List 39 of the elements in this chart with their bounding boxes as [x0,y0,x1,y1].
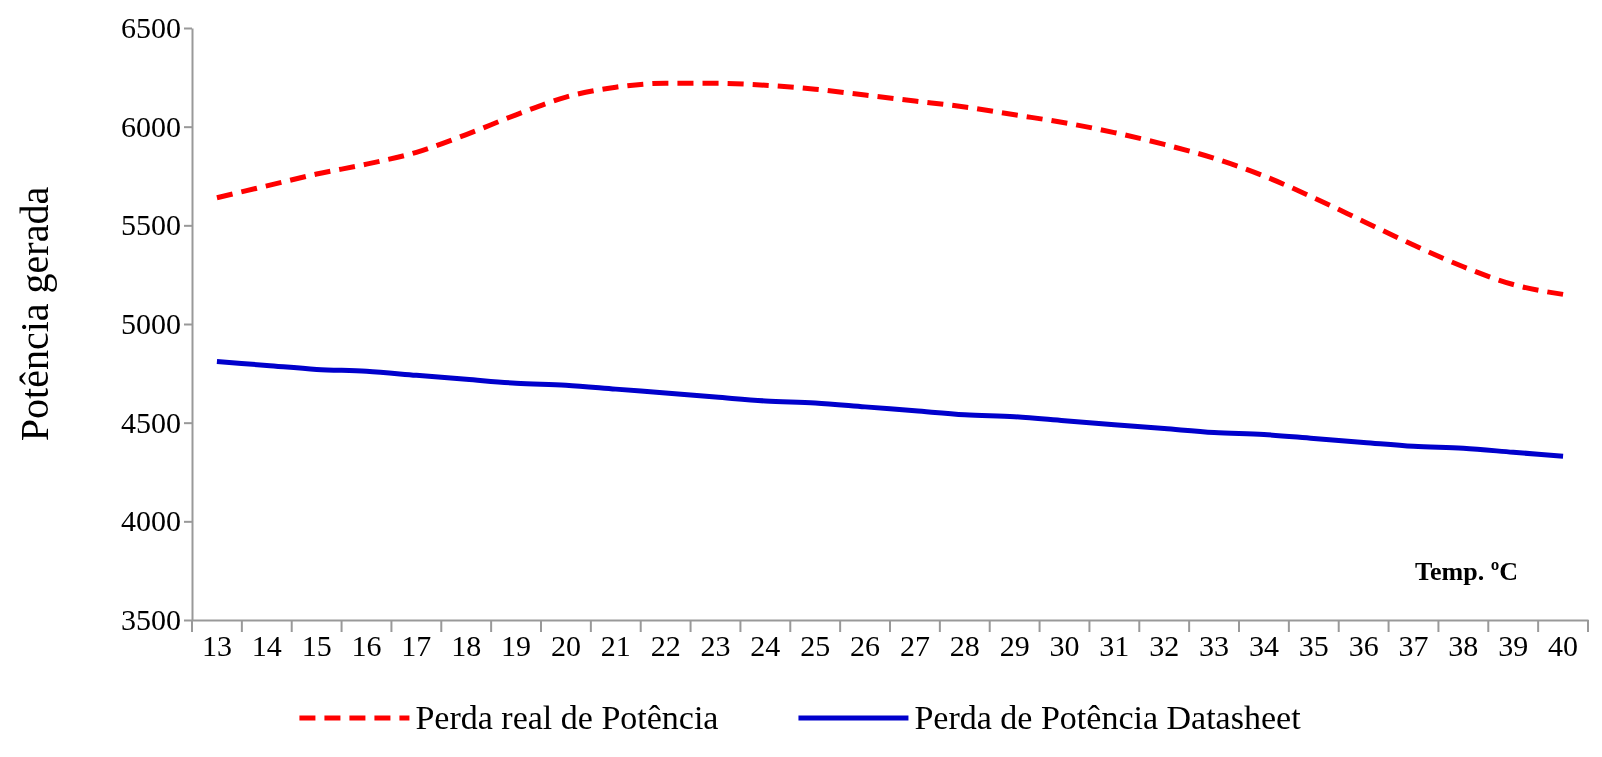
x-tick-label: 26 [850,629,881,662]
y-tick-label: 3500 [121,603,181,637]
x-tick-label: 34 [1248,629,1279,662]
x-tick-label: 22 [650,629,681,662]
x-tick-label: 17 [401,629,432,662]
x-axis-title: Temp. ºC [1415,557,1518,586]
x-tick-label: 20 [550,629,581,662]
legend-label: Perda de Potência Datasheet [914,699,1302,736]
x-tick-label: 40 [1548,629,1579,662]
x-tick-label: 37 [1398,629,1429,662]
x-tick-label: 16 [351,629,382,662]
y-tick-label: 5000 [121,307,181,341]
legend-label: Perda real de Potência [415,699,719,736]
x-tick-label: 13 [201,629,232,662]
x-tick-label: 24 [750,629,781,662]
y-tick-label: 5500 [121,208,181,242]
x-tick-label: 14 [251,629,282,662]
x-tick-label: 28 [949,629,980,662]
x-tick-label: 23 [700,629,731,662]
y-tick-label: 4000 [121,504,181,538]
x-tick-label: 36 [1348,629,1379,662]
x-tick-label: 27 [899,629,930,662]
x-tick-label: 33 [1199,629,1230,662]
x-tick-label: 25 [800,629,831,662]
x-tick-label: 31 [1099,629,1130,662]
x-tick-label: 32 [1149,629,1180,662]
x-tick-label: 19 [501,629,532,662]
y-tick-label: 4500 [121,405,181,439]
x-tick-label: 38 [1448,629,1479,662]
x-tick-label: 15 [301,629,332,662]
x-tick-label: 30 [1049,629,1080,662]
x-tick-label: 18 [451,629,482,662]
x-tick-label: 21 [600,629,631,662]
y-tick-label: 6500 [121,11,181,45]
x-tick-label: 35 [1298,629,1329,662]
y-tick-label: 6000 [121,109,181,143]
x-tick-label: 39 [1498,629,1529,662]
y-axis-title: Potência gerada [12,186,57,442]
x-tick-label: 29 [999,629,1030,662]
